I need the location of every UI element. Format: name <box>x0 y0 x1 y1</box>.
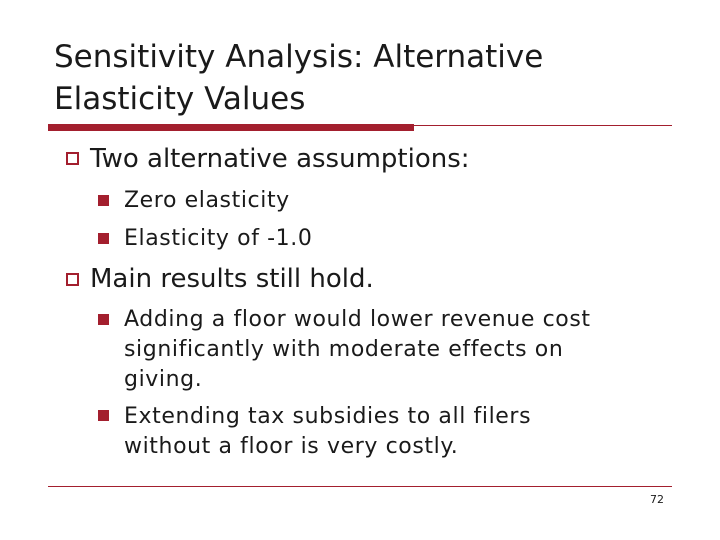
title-underline-thick <box>48 124 414 131</box>
title-line-2: Elasticity Values <box>54 81 306 117</box>
solid-square-bullet-icon <box>98 233 109 244</box>
title-line-1: Sensitivity Analysis: Alternative <box>54 39 544 75</box>
sub-bullet-line: without a floor is very costly. <box>124 434 459 459</box>
page-number: 72 <box>650 493 664 506</box>
slide-title: Sensitivity Analysis: Alternative Elasti… <box>54 36 674 120</box>
sub-bullet-line: significantly with moderate effects on <box>124 337 564 362</box>
sub-bullet-line: Adding a floor would lower revenue cost <box>124 307 591 332</box>
bullet-item: Main results still hold. <box>90 264 374 294</box>
sub-bullet-item: Zero elasticity <box>124 188 290 213</box>
hollow-square-bullet-icon <box>66 152 79 165</box>
bullet-item: Two alternative assumptions: <box>90 144 470 174</box>
title-underline-thin <box>414 125 672 126</box>
footer-divider <box>48 486 672 487</box>
sub-bullet-line: giving. <box>124 367 203 392</box>
solid-square-bullet-icon <box>98 410 109 421</box>
solid-square-bullet-icon <box>98 314 109 325</box>
hollow-square-bullet-icon <box>66 273 79 286</box>
sub-bullet-item: Elasticity of -1.0 <box>124 226 313 251</box>
sub-bullet-line: Extending tax subsidies to all filers <box>124 404 532 429</box>
solid-square-bullet-icon <box>98 195 109 206</box>
